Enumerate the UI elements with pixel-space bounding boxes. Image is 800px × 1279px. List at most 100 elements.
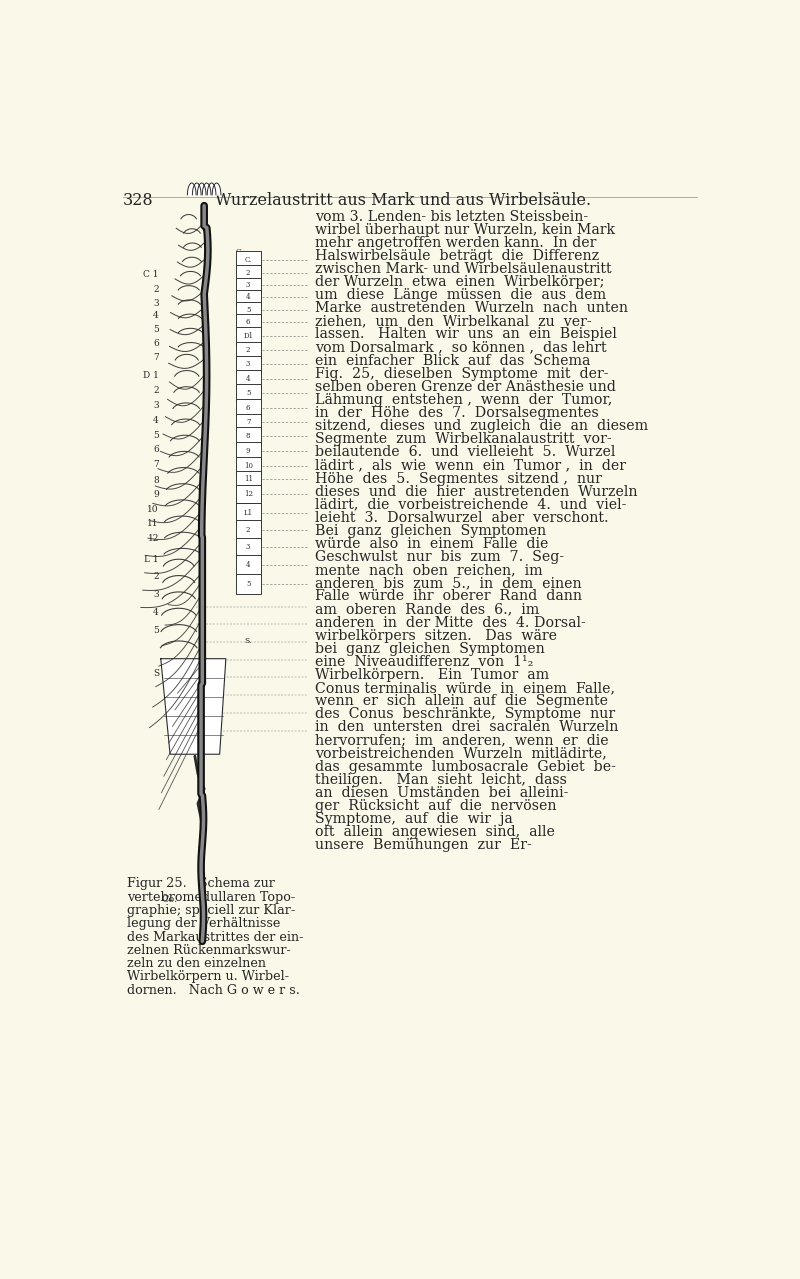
Text: L1: L1	[244, 509, 253, 517]
Polygon shape	[192, 183, 201, 194]
FancyBboxPatch shape	[236, 485, 261, 503]
Text: 10: 10	[147, 504, 159, 513]
Text: zelnen Rückenmarkswur-: zelnen Rückenmarkswur-	[126, 944, 290, 957]
Text: 2: 2	[154, 285, 159, 294]
Text: des  Conus  beschränkte,  Symptome  nur: des Conus beschränkte, Symptome nur	[315, 707, 615, 721]
Text: 2: 2	[154, 573, 159, 582]
Text: 5: 5	[246, 306, 250, 315]
Text: selben oberen Grenze der Anästhesie und: selben oberen Grenze der Anästhesie und	[315, 380, 616, 394]
Text: L 1: L 1	[144, 555, 159, 564]
Text: 8: 8	[153, 476, 159, 485]
FancyBboxPatch shape	[236, 537, 261, 558]
Text: Conus terminalis  würde  in  einem  Falle,: Conus terminalis würde in einem Falle,	[315, 682, 615, 696]
Text: 7: 7	[153, 353, 159, 362]
Text: unsere  Bemühungen  zur  Er-: unsere Bemühungen zur Er-	[315, 838, 532, 852]
FancyBboxPatch shape	[236, 315, 261, 330]
FancyBboxPatch shape	[236, 471, 261, 489]
Text: sitzend,  dieses  und  zugleich  die  an  diesem: sitzend, dieses und zugleich die an dies…	[315, 420, 648, 434]
Text: Wirbelkörpern u. Wirbel-: Wirbelkörpern u. Wirbel-	[126, 971, 289, 984]
Text: 6: 6	[246, 404, 250, 412]
Text: 12: 12	[244, 490, 253, 499]
Text: dieses  und  die  hier  austretenden  Wurzeln: dieses und die hier austretenden Wurzeln	[315, 485, 638, 499]
Text: bei  ganz  gleichen  Symptomen: bei ganz gleichen Symptomen	[315, 642, 545, 656]
Text: 5: 5	[153, 625, 159, 634]
Text: dornen.   Nach G o w e r s.: dornen. Nach G o w e r s.	[126, 984, 299, 996]
Polygon shape	[207, 183, 216, 194]
Text: 12: 12	[147, 535, 159, 544]
Text: 9: 9	[153, 490, 159, 499]
FancyBboxPatch shape	[236, 503, 261, 523]
Text: 3: 3	[246, 544, 250, 551]
FancyBboxPatch shape	[236, 555, 261, 576]
FancyBboxPatch shape	[236, 443, 261, 459]
Text: 4: 4	[246, 375, 250, 382]
Text: lassen.   Halten  wir  uns  an  ein  Beispiel: lassen. Halten wir uns an ein Beispiel	[315, 327, 617, 341]
Text: Falle  würde  ihr  oberer  Rand  dann: Falle würde ihr oberer Rand dann	[315, 590, 582, 604]
Text: leieht  3.  Dorsalwurzel  aber  verschont.: leieht 3. Dorsalwurzel aber verschont.	[315, 510, 609, 524]
FancyBboxPatch shape	[236, 302, 261, 317]
Text: 4: 4	[246, 561, 250, 569]
Text: 6: 6	[153, 445, 159, 454]
FancyBboxPatch shape	[236, 356, 261, 373]
Text: Co.: Co.	[162, 895, 178, 904]
Text: S: S	[153, 669, 159, 678]
FancyBboxPatch shape	[236, 371, 261, 388]
Text: 2: 2	[246, 526, 250, 533]
Text: der Wurzeln  etwa  einen  Wirbelkörper;: der Wurzeln etwa einen Wirbelkörper;	[315, 275, 605, 289]
Text: 5: 5	[246, 579, 250, 588]
Text: 9: 9	[246, 446, 250, 455]
Text: 2: 2	[246, 347, 250, 354]
FancyBboxPatch shape	[236, 278, 261, 293]
Text: C 1: C 1	[143, 270, 159, 279]
Text: in  der  Höhe  des  7.  Dorsalsegmentes: in der Höhe des 7. Dorsalsegmentes	[315, 407, 599, 420]
Text: Höhe  des  5.  Segmentes  sitzend ,  nur: Höhe des 5. Segmentes sitzend , nur	[315, 472, 602, 486]
Text: Wurzelaustritt aus Mark und aus Wirbelsäule.: Wurzelaustritt aus Mark und aus Wirbelsä…	[214, 192, 591, 208]
Text: 3: 3	[154, 402, 159, 411]
Text: des Markaustrittes der ein-: des Markaustrittes der ein-	[126, 931, 303, 944]
Text: vom Dorsalmark ,  so können ,  das lehrt: vom Dorsalmark , so können , das lehrt	[315, 340, 606, 354]
Text: 328: 328	[123, 192, 154, 208]
Text: Bei  ganz  gleichen  Symptomen: Bei ganz gleichen Symptomen	[315, 524, 546, 538]
Text: 4: 4	[153, 416, 159, 425]
Text: wirbel überhaupt nur Wurzeln, kein Mark: wirbel überhaupt nur Wurzeln, kein Mark	[315, 223, 615, 237]
Text: 3: 3	[154, 590, 159, 599]
Text: legung der Verhältnisse: legung der Verhältnisse	[126, 917, 280, 930]
Text: wirbelkörpers  sitzen.   Das  wäre: wirbelkörpers sitzen. Das wäre	[315, 629, 557, 643]
Text: würde  also  in  einem  Falle  die: würde also in einem Falle die	[315, 537, 549, 551]
Text: oft  allein  angewiesen  sind,  alle: oft allein angewiesen sind, alle	[315, 825, 555, 839]
FancyBboxPatch shape	[236, 289, 261, 304]
Text: ziehen,  um  den  Wirbelkanal  zu  ver-: ziehen, um den Wirbelkanal zu ver-	[315, 315, 592, 329]
Text: lädirt ,  als  wie  wenn  ein  Tumor ,  in  der: lädirt , als wie wenn ein Tumor , in der	[315, 458, 626, 472]
Text: mehr angetroffen werden kann.  In der: mehr angetroffen werden kann. In der	[315, 235, 597, 249]
FancyBboxPatch shape	[236, 399, 261, 416]
Text: an  diesen  Umständen  bei  alleini-: an diesen Umständen bei alleini-	[315, 785, 569, 799]
Text: vorbeistreichenden  Wurzeln  mitlädirte,: vorbeistreichenden Wurzeln mitlädirte,	[315, 747, 607, 761]
Text: 7: 7	[153, 460, 159, 469]
Text: 5: 5	[246, 389, 250, 396]
Text: Halswirbelsäule  beträgt  die  Differenz: Halswirbelsäule beträgt die Differenz	[315, 249, 599, 263]
Text: 3: 3	[246, 361, 250, 368]
Text: Geschwulst  nur  bis  zum  7.  Seg-: Geschwulst nur bis zum 7. Seg-	[315, 550, 564, 564]
Text: C.: C.	[245, 256, 252, 263]
Polygon shape	[161, 659, 226, 755]
Text: 8: 8	[246, 432, 250, 440]
Text: 5: 5	[153, 431, 159, 440]
FancyBboxPatch shape	[236, 413, 261, 431]
Text: 2: 2	[154, 386, 159, 395]
Text: ger  Rücksicht  auf  die  nervösen: ger Rücksicht auf die nervösen	[315, 799, 557, 813]
Text: theiligen.   Man  sieht  leicht,  dass: theiligen. Man sieht leicht, dass	[315, 773, 567, 787]
Text: Marke  austretenden  Wurzeln  nach  unten: Marke austretenden Wurzeln nach unten	[315, 302, 628, 316]
Text: hervorrufen;  im  anderen,  wenn  er  die: hervorrufen; im anderen, wenn er die	[315, 734, 609, 747]
Text: beilautende  6.  und  vielleieht  5.  Wurzel: beilautende 6. und vielleieht 5. Wurzel	[315, 445, 615, 459]
FancyBboxPatch shape	[236, 252, 261, 269]
Text: vom 3. Lenden- bis letzten Steissbein-: vom 3. Lenden- bis letzten Steissbein-	[315, 210, 588, 224]
Text: Symptome,  auf  die  wir  ja: Symptome, auf die wir ja	[315, 812, 513, 826]
FancyBboxPatch shape	[236, 519, 261, 540]
Text: zwischen Mark- und Wirbelsäulenaustritt: zwischen Mark- und Wirbelsäulenaustritt	[315, 262, 612, 276]
Text: mente  nach  oben  reichen,  im: mente nach oben reichen, im	[315, 563, 542, 577]
Text: Fig.  25,  dieselben  Symptome  mit  der-: Fig. 25, dieselben Symptome mit der-	[315, 367, 609, 381]
FancyBboxPatch shape	[236, 384, 261, 402]
Text: zeln zu den einzelnen: zeln zu den einzelnen	[126, 957, 266, 969]
Text: 4: 4	[246, 293, 250, 302]
FancyBboxPatch shape	[236, 341, 261, 359]
